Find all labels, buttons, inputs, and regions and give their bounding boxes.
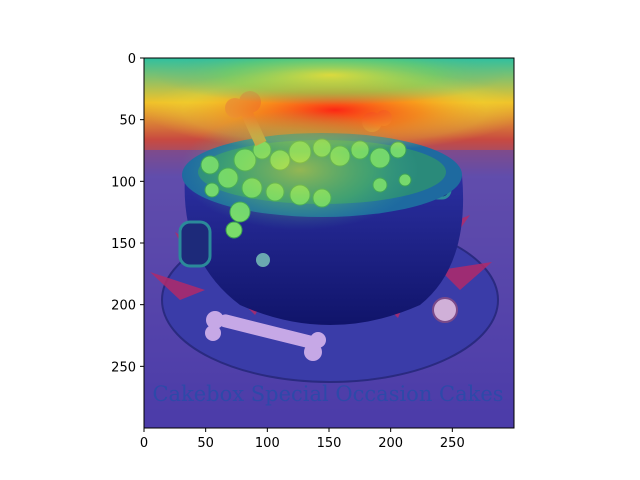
bone-bottom [205,311,326,361]
y-tick-label: 100 [111,175,136,190]
x-tick-label: 0 [140,436,148,451]
y-tick-label: 150 [111,237,136,252]
y-tick-label: 250 [111,360,136,375]
x-axis: 0 50 100 150 200 250 [140,428,465,451]
rivet [256,253,270,267]
y-tick-label: 0 [128,52,136,67]
x-tick-label: 250 [440,436,465,451]
y-tick-label: 200 [111,299,136,314]
x-tick-label: 200 [378,436,403,451]
x-tick-label: 150 [317,436,342,451]
image-caption: Cakebox Special Occasion Cakes [152,382,503,406]
x-tick-label: 50 [197,436,214,451]
cauldron-handle-left [178,220,212,268]
hotspot-top [155,58,505,105]
x-tick-label: 100 [255,436,280,451]
eyeball-decoration [432,297,458,323]
heatmap-image: Cakebox Special Occasion Cakes [144,58,514,428]
y-tick-label: 50 [119,114,136,129]
y-axis: 0 50 100 150 200 250 [111,52,144,375]
hotspot-center [180,110,420,230]
